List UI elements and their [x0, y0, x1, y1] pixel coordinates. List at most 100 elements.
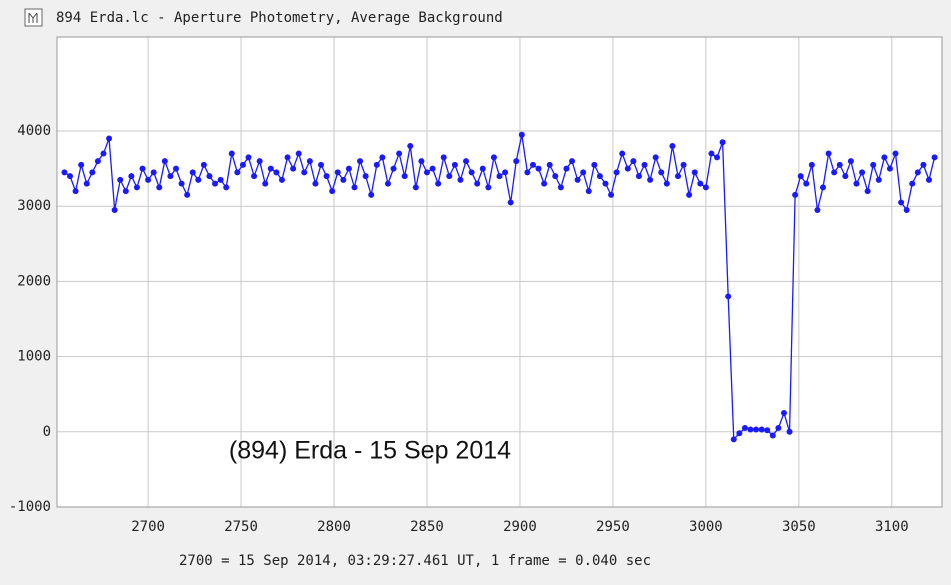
- data-point: [630, 158, 637, 165]
- data-point: [351, 184, 358, 191]
- data-point: [412, 184, 419, 191]
- data-point: [89, 169, 96, 176]
- data-point: [624, 165, 631, 172]
- data-point: [931, 154, 938, 161]
- data-point: [669, 143, 676, 150]
- data-point: [898, 199, 905, 206]
- data-point: [72, 188, 79, 195]
- data-point: [423, 169, 430, 176]
- data-point: [122, 188, 129, 195]
- data-point: [803, 180, 810, 187]
- x-tick-label: 3000: [689, 519, 723, 535]
- data-point: [502, 169, 509, 176]
- data-point: [780, 410, 787, 416]
- data-point: [223, 184, 230, 191]
- data-point: [357, 158, 364, 165]
- data-point: [94, 158, 101, 165]
- data-point: [295, 150, 302, 157]
- data-point: [608, 191, 615, 198]
- data-point: [256, 158, 263, 165]
- plot-area: [57, 37, 942, 507]
- y-tick-label: 3000: [17, 198, 51, 214]
- data-point: [914, 169, 921, 176]
- data-point: [195, 176, 202, 183]
- data-point: [574, 176, 581, 183]
- x-tick-label: 2750: [224, 519, 258, 535]
- data-point: [78, 161, 85, 168]
- data-point: [920, 161, 927, 168]
- data-point: [691, 169, 698, 176]
- data-point: [117, 176, 124, 183]
- data-point: [814, 206, 821, 213]
- data-point: [518, 131, 525, 138]
- data-point: [446, 173, 453, 180]
- data-point: [251, 173, 258, 180]
- data-point: [529, 161, 536, 168]
- data-point: [139, 165, 146, 172]
- data-point: [730, 436, 737, 443]
- data-point: [619, 150, 626, 157]
- data-point: [206, 173, 213, 180]
- data-point: [474, 180, 481, 187]
- data-point: [786, 428, 793, 435]
- data-point: [831, 169, 838, 176]
- data-point: [563, 165, 570, 172]
- data-point: [485, 184, 492, 191]
- data-point: [306, 158, 313, 165]
- data-point: [373, 161, 380, 168]
- data-point: [128, 173, 135, 180]
- data-point: [156, 184, 163, 191]
- data-point: [524, 169, 531, 176]
- data-point: [820, 184, 827, 191]
- data-point: [273, 169, 280, 176]
- data-point: [463, 158, 470, 165]
- data-point: [362, 173, 369, 180]
- data-point: [658, 169, 665, 176]
- data-point: [67, 173, 74, 180]
- data-point: [797, 173, 804, 180]
- data-point: [401, 173, 408, 180]
- data-point: [345, 165, 352, 172]
- data-point: [284, 154, 291, 161]
- data-point: [602, 180, 609, 187]
- data-point: [407, 143, 414, 150]
- data-point: [702, 184, 709, 191]
- data-point: [396, 150, 403, 157]
- data-point: [836, 161, 843, 168]
- data-point: [111, 206, 118, 213]
- data-point: [903, 206, 910, 213]
- data-point: [217, 176, 224, 183]
- annotation: (894) Erda - 15 Sep 2014: [229, 437, 511, 465]
- data-point: [647, 176, 654, 183]
- data-point: [825, 150, 832, 157]
- data-point: [686, 191, 693, 198]
- data-point: [591, 161, 598, 168]
- data-point: [61, 169, 68, 176]
- y-tick-label: 1000: [17, 349, 51, 365]
- window-title: 894 Erda.lc - Aperture Photometry, Avera…: [56, 10, 503, 26]
- x-axis-label: 2700 = 15 Sep 2014, 03:29:27.461 UT, 1 f…: [179, 553, 651, 569]
- data-point: [569, 158, 576, 165]
- data-point: [842, 173, 849, 180]
- data-point: [133, 184, 140, 191]
- data-point: [719, 139, 726, 146]
- data-point: [674, 173, 681, 180]
- data-point: [184, 191, 191, 198]
- data-point: [764, 427, 771, 434]
- data-point: [881, 154, 888, 161]
- data-point: [792, 191, 799, 198]
- data-point: [189, 169, 196, 176]
- data-point: [301, 169, 308, 176]
- x-tick-label: 2900: [503, 519, 537, 535]
- data-point: [513, 158, 520, 165]
- y-tick-label: 0: [43, 424, 51, 440]
- data-point: [870, 161, 877, 168]
- data-point: [167, 173, 174, 180]
- data-point: [379, 154, 386, 161]
- data-point: [145, 176, 152, 183]
- data-point: [552, 173, 559, 180]
- data-point: [340, 176, 347, 183]
- data-point: [864, 188, 871, 195]
- y-tick-label: 4000: [17, 123, 51, 139]
